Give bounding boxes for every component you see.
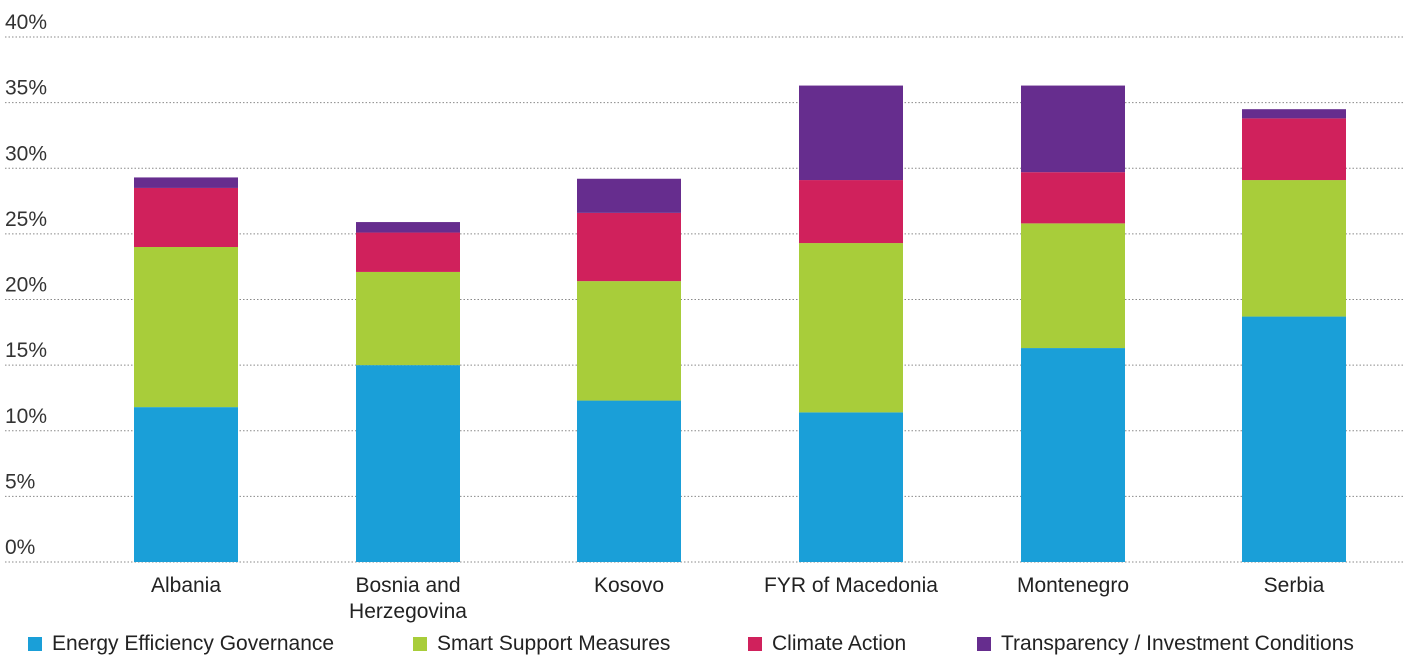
y-tick-label: 15% — [5, 339, 47, 362]
bar-segment — [356, 365, 460, 562]
bar-segment — [356, 232, 460, 272]
bar-segment — [356, 222, 460, 233]
bar-segment — [1242, 316, 1346, 562]
bar-segment — [1021, 348, 1125, 562]
bar-segment — [577, 212, 681, 282]
bar-segment — [1242, 180, 1346, 317]
bar-segment — [134, 187, 238, 247]
y-tick-label: 10% — [5, 405, 47, 428]
bar-segment — [577, 178, 681, 213]
legend-swatch — [748, 637, 762, 651]
bars — [134, 85, 1346, 562]
legend-label: Transparency / Investment Conditions — [1001, 632, 1354, 655]
x-category-label: Montenegro — [1017, 574, 1129, 597]
bar-segment — [1242, 109, 1346, 119]
y-tick-label: 0% — [5, 536, 35, 559]
bar-segment — [134, 177, 238, 188]
legend-swatch — [28, 637, 42, 651]
y-tick-label: 5% — [5, 470, 35, 493]
bar-segment — [1021, 223, 1125, 349]
legend-item: Transparency / Investment Conditions — [977, 632, 1354, 656]
bar-segment — [356, 271, 460, 366]
stacked-bar-chart: 0% 5% 10% 15% 20% 25% 30% 35% 40% Albania Bosnia … — [5, 11, 1405, 623]
x-category-label: Kosovo — [594, 574, 664, 597]
legend-item: Climate Action — [748, 632, 906, 656]
y-tick-label: 30% — [5, 142, 47, 165]
bar-segment — [577, 281, 681, 401]
y-tick-label: 20% — [5, 274, 47, 297]
bar-segment — [799, 412, 903, 562]
bar-segment — [1242, 118, 1346, 181]
bar-segment — [799, 243, 903, 413]
bar-segment — [134, 407, 238, 562]
x-category-label: Albania — [151, 574, 221, 597]
y-tick-label: 35% — [5, 77, 47, 100]
bar-segment — [1021, 172, 1125, 224]
gridlines — [5, 36, 1405, 563]
x-category-label: Bosnia and Herzegovina — [349, 574, 467, 623]
bar-segment — [799, 85, 903, 181]
bar-segment — [1021, 85, 1125, 173]
legend-label: Smart Support Measures — [437, 632, 671, 655]
bar-segment — [134, 247, 238, 408]
x-category-label: FYR of Macedonia — [764, 574, 938, 597]
bar-segment — [799, 180, 903, 244]
legend-item: Energy Efficiency Governance — [28, 632, 334, 656]
y-axis-ticks: 0% 5% 10% 15% 20% 25% 30% 35% 40% — [5, 11, 47, 559]
legend-label: Climate Action — [772, 632, 907, 655]
legend-swatch — [413, 637, 427, 651]
x-axis-categories: Albania Bosnia and Herzegovina Kosovo FYR of… — [151, 574, 1325, 623]
legend-item: Smart Support Measures — [413, 632, 670, 656]
y-tick-label: 40% — [5, 11, 47, 34]
legend-swatch — [977, 637, 991, 651]
x-category-label: Serbia — [1264, 574, 1325, 597]
y-tick-label: 25% — [5, 208, 47, 231]
legend-label: Energy Efficiency Governance — [52, 632, 335, 655]
bar-segment — [577, 400, 681, 562]
